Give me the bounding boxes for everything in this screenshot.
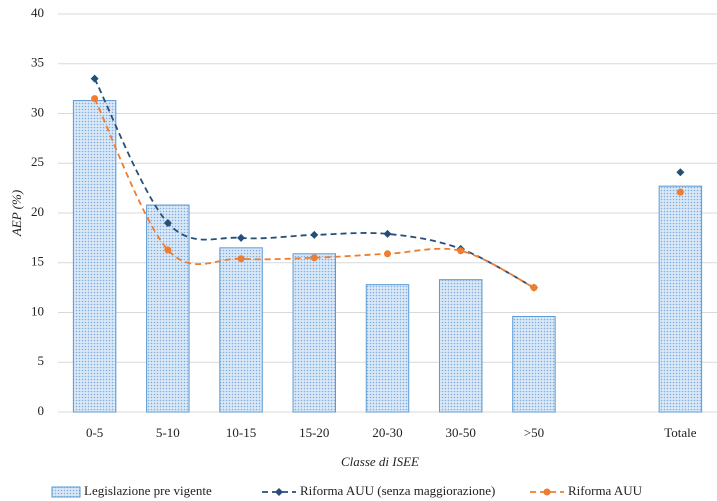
- x-tick-label: 30-50: [446, 425, 476, 440]
- point: [676, 188, 684, 196]
- point: [310, 254, 318, 262]
- point: [530, 284, 538, 292]
- x-tick-label: >50: [524, 425, 544, 440]
- point: [383, 229, 392, 238]
- x-tick-label: 20-30: [372, 425, 402, 440]
- point: [91, 95, 99, 103]
- y-tick-label: 15: [31, 254, 44, 269]
- y-tick-label: 10: [31, 303, 44, 318]
- y-tick-label: 40: [31, 5, 44, 20]
- legend-marker: [543, 488, 551, 496]
- x-tick-label: 10-15: [226, 425, 256, 440]
- point: [310, 230, 319, 239]
- bar: [72, 100, 117, 413]
- bar: [365, 284, 410, 413]
- legend-marker: [275, 488, 283, 496]
- point: [384, 250, 391, 258]
- bar: [512, 315, 556, 413]
- legend-label: Legislazione pre vigente: [84, 483, 212, 498]
- bar: [292, 253, 337, 413]
- x-axis-title: Classe di ISEE: [341, 454, 419, 469]
- point: [237, 255, 245, 263]
- bar: [658, 185, 703, 413]
- point: [237, 233, 246, 242]
- legend-label: Riforma AUU: [568, 483, 643, 498]
- bar: [438, 279, 483, 413]
- x-tick-label: 0-5: [86, 425, 103, 440]
- x-tick-label: 15-20: [299, 425, 329, 440]
- x-tick-label: Totale: [664, 425, 697, 440]
- legend-swatch: [51, 486, 81, 498]
- y-tick-label: 30: [31, 104, 44, 119]
- y-tick-label: 0: [38, 403, 45, 418]
- y-axis-title: AEP (%): [9, 190, 24, 237]
- point: [676, 168, 685, 177]
- point: [457, 247, 465, 255]
- bar: [219, 247, 263, 413]
- y-tick-label: 5: [38, 353, 45, 368]
- legend-label: Riforma AUU (senza maggiorazione): [300, 483, 495, 498]
- bar: [146, 204, 190, 413]
- point: [90, 74, 99, 83]
- y-tick-label: 25: [31, 154, 44, 169]
- point: [164, 246, 172, 254]
- point: [163, 218, 172, 227]
- y-tick-label: 35: [31, 55, 44, 70]
- x-tick-label: 5-10: [156, 425, 180, 440]
- y-tick-label: 20: [31, 204, 44, 219]
